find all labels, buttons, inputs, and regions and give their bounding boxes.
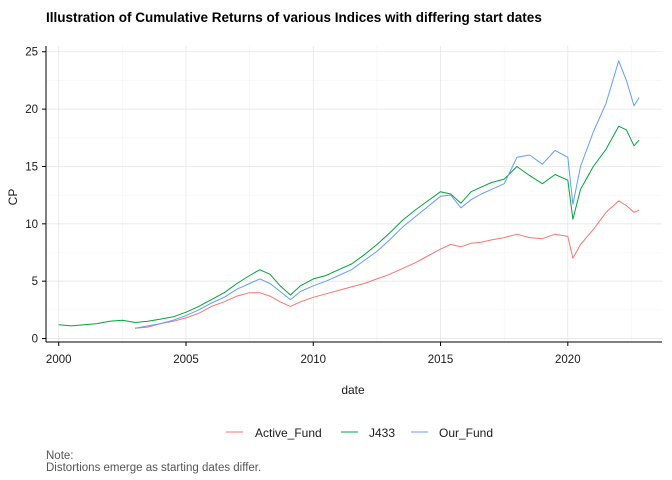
- grid: [46, 46, 662, 342]
- y-ticks: 0 5 10 15 20 25: [25, 47, 46, 346]
- y-axis-title: CP: [6, 189, 20, 206]
- legend: Active_Fund J433 Our_Fund: [226, 426, 493, 440]
- x-tick-label: 2005: [173, 354, 199, 366]
- legend-label: Our_Fund: [439, 426, 493, 440]
- series-layer: [58, 60, 640, 329]
- legend-label: Active_Fund: [255, 426, 322, 440]
- x-tick-label: 2020: [555, 354, 581, 366]
- legend-item-active-fund: Active_Fund: [226, 426, 322, 440]
- y-tick-label: 10: [25, 219, 38, 231]
- legend-label: J433: [369, 426, 395, 440]
- x-tick-label: 2000: [46, 354, 72, 366]
- x-axis-title: date: [341, 383, 365, 397]
- legend-item-our-fund: Our_Fund: [411, 426, 493, 440]
- y-tick-label: 20: [25, 104, 38, 116]
- note-label: Note:: [46, 450, 74, 462]
- series-line-our-fund: [135, 60, 640, 329]
- series-line-active-fund: [135, 200, 640, 329]
- y-tick-label: 25: [25, 47, 38, 59]
- x-tick-label: 2010: [300, 354, 326, 366]
- chart-title: Illustration of Cumulative Returns of va…: [46, 10, 542, 25]
- y-tick-label: 0: [32, 334, 38, 346]
- y-tick-label: 15: [25, 161, 38, 173]
- legend-item-j433: J433: [341, 426, 395, 440]
- y-tick-label: 5: [32, 276, 38, 288]
- note-text: Distortions emerge as starting dates dif…: [46, 462, 261, 474]
- x-ticks: 2000 2005 2010 2015 2020: [46, 342, 581, 366]
- x-tick-label: 2015: [428, 354, 454, 366]
- series-line-j433: [58, 125, 640, 327]
